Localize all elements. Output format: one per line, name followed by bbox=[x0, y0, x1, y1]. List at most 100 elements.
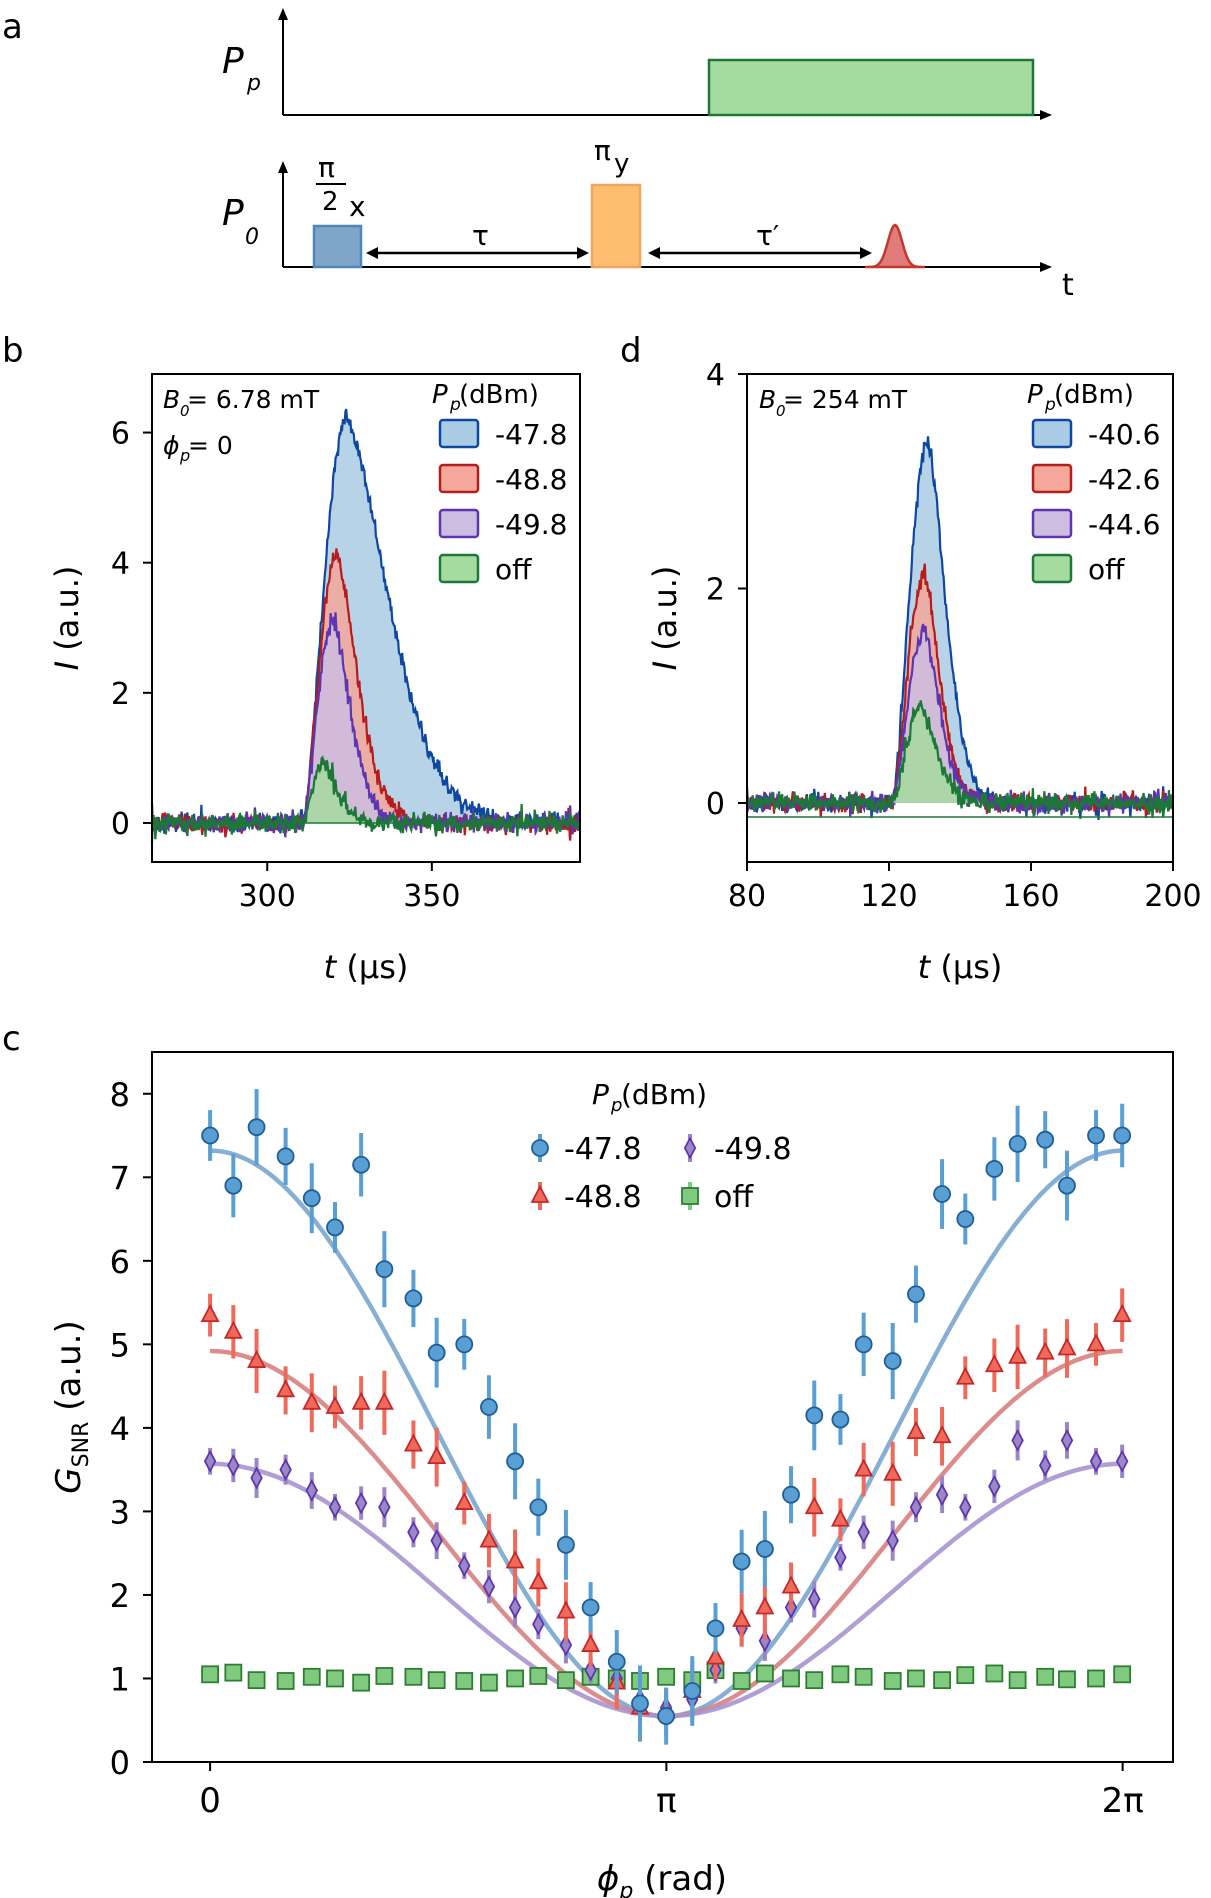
c-point-off bbox=[247, 1671, 266, 1690]
c-point-off bbox=[956, 1666, 975, 1685]
c-fit-curve--48.8 bbox=[210, 1348, 1123, 1719]
c-point-off bbox=[506, 1669, 524, 1688]
c-y-tick-label: 3 bbox=[110, 1493, 130, 1531]
c-point--47.8 bbox=[732, 1552, 751, 1571]
b-x-tick-label: 350 bbox=[403, 879, 460, 914]
c-point--49.8 bbox=[808, 1587, 821, 1611]
panel-b-x-axis-label-var: t bbox=[324, 948, 338, 986]
time-axis-label: t bbox=[1062, 268, 1074, 303]
c-point-off bbox=[1113, 1665, 1132, 1684]
d-legend-swatch--44.6 bbox=[1031, 508, 1073, 539]
d-legend-swatch--40.6 bbox=[1031, 418, 1073, 449]
c-point--47.8 bbox=[375, 1260, 394, 1279]
panel-b-annotation: B 0 = 6.78 mT ϕ p = 0 bbox=[163, 385, 320, 465]
panel-b-legend-title-unit: (dBm) bbox=[459, 380, 539, 410]
pump-t-arrowhead bbox=[1040, 110, 1052, 120]
c-point--48.8 bbox=[247, 1349, 267, 1368]
d-y-tick-label: 4 bbox=[706, 358, 725, 393]
c-point--48.8 bbox=[1008, 1345, 1028, 1364]
c-point--48.8 bbox=[581, 1633, 601, 1652]
c-point--47.8 bbox=[1113, 1126, 1132, 1145]
c-point--48.8 bbox=[804, 1496, 824, 1515]
b-x-tick-label: 300 bbox=[239, 879, 296, 914]
b-legend-swatch-off bbox=[438, 553, 480, 584]
panel-d-y-axis-label: I (a.u.) bbox=[646, 566, 684, 671]
d-y-tick-label: 2 bbox=[706, 573, 725, 608]
c-point-off bbox=[375, 1667, 394, 1685]
c-point--49.8 bbox=[250, 1466, 263, 1490]
c-point--48.8 bbox=[883, 1462, 903, 1481]
c-point--47.8 bbox=[404, 1289, 423, 1308]
c-point-off bbox=[427, 1671, 446, 1690]
panel-d-series-group bbox=[745, 436, 1175, 820]
c-y-tick-label: 2 bbox=[110, 1577, 130, 1615]
c-point-off bbox=[805, 1671, 824, 1690]
b-y-tick-label: 2 bbox=[111, 677, 130, 712]
c-point-off bbox=[201, 1665, 219, 1684]
c-y-tick-label: 6 bbox=[110, 1243, 130, 1281]
d-trace-off bbox=[745, 700, 1175, 819]
c-y-tick-label: 4 bbox=[110, 1410, 130, 1448]
panel-c-legend-title-sub: p bbox=[610, 1095, 622, 1116]
panel-c-y-axis-label: GSNR (a.u.) bbox=[49, 1320, 94, 1493]
c-point--49.8 bbox=[279, 1458, 292, 1482]
c-point--49.8 bbox=[227, 1453, 240, 1477]
tau-arrow-left-head bbox=[366, 247, 378, 259]
panel-d-legend-title-unit: (dBm) bbox=[1054, 380, 1134, 410]
tau-prime-arrow-left-head bbox=[648, 247, 660, 259]
c-point--49.8 bbox=[378, 1495, 391, 1519]
c-point--49.8 bbox=[354, 1491, 368, 1515]
c-point--48.8 bbox=[479, 1529, 499, 1548]
c-point--47.8 bbox=[224, 1176, 243, 1195]
c-point-off bbox=[404, 1667, 423, 1686]
c-point-off bbox=[224, 1663, 243, 1682]
c-point--48.8 bbox=[1086, 1333, 1106, 1352]
panel-d-field-sub: 0 bbox=[776, 402, 786, 420]
panel-b-y-axis-label-var: I bbox=[48, 661, 86, 670]
c-point--47.8 bbox=[755, 1540, 774, 1558]
c-point--48.8 bbox=[1057, 1337, 1077, 1356]
d-legend-swatch-off bbox=[1031, 553, 1073, 584]
panel-b-x-axis-label-unit: (μs) bbox=[336, 948, 408, 986]
panel-b-legend-title-symbol: P bbox=[432, 380, 448, 410]
c-point-off bbox=[1058, 1670, 1076, 1689]
c-point-off bbox=[276, 1672, 295, 1690]
c-x-tick-label: 2π bbox=[1102, 1781, 1144, 1821]
c-point--48.8 bbox=[403, 1433, 423, 1452]
tau-prime-label: τ′ bbox=[756, 219, 779, 252]
d-legend-swatch--42.6 bbox=[1031, 463, 1073, 494]
c-point--47.8 bbox=[657, 1707, 676, 1725]
panel-d-label: d bbox=[620, 331, 642, 371]
c-point--47.8 bbox=[201, 1126, 219, 1145]
b-y-tick-label: 0 bbox=[111, 807, 130, 842]
panel-b-x-axis-label: t (μs) bbox=[324, 948, 409, 986]
b-y-tick-label: 4 bbox=[111, 547, 130, 582]
panel-b-phase-value: = 0 bbox=[188, 431, 233, 460]
c-point-off bbox=[755, 1664, 774, 1683]
panel-b-y-axis-label: I (a.u.) bbox=[48, 566, 86, 671]
panel-d-legend: P p (dBm) -40.6 -42.6 -44.6 off bbox=[1027, 380, 1160, 586]
panel-c-data-points bbox=[200, 1089, 1132, 1745]
panel-c-frame bbox=[151, 1051, 1174, 1763]
pi-half-denominator: 2 bbox=[322, 187, 339, 217]
probe-y-arrowhead bbox=[278, 161, 288, 173]
c-point--47.8 bbox=[1058, 1176, 1076, 1195]
c-point--49.8 bbox=[857, 1520, 870, 1544]
c-point-off bbox=[732, 1672, 751, 1690]
panel-d-chart: d 80 120 160 200 0 2 4 B 0 = 254 mT P p (dBm) … bbox=[620, 331, 1202, 986]
c-point--47.8 bbox=[956, 1210, 975, 1228]
d-legend-label-off: off bbox=[1088, 553, 1125, 586]
c-point--49.8 bbox=[559, 1633, 573, 1657]
c-point--47.8 bbox=[326, 1218, 344, 1237]
pi-y-label: π bbox=[594, 134, 611, 167]
c-point--49.8 bbox=[758, 1629, 772, 1653]
c-point--49.8 bbox=[584, 1658, 597, 1682]
c-point--48.8 bbox=[755, 1596, 775, 1615]
c-point--48.8 bbox=[528, 1571, 548, 1590]
panel-c-legend-title-symbol: P bbox=[592, 1078, 609, 1111]
panel-b-field-symbol: B bbox=[163, 385, 180, 414]
c-point--47.8 bbox=[247, 1118, 266, 1137]
c-point--47.8 bbox=[985, 1160, 1004, 1178]
panel-c-x-axis-label-var: ϕ bbox=[597, 1859, 619, 1898]
